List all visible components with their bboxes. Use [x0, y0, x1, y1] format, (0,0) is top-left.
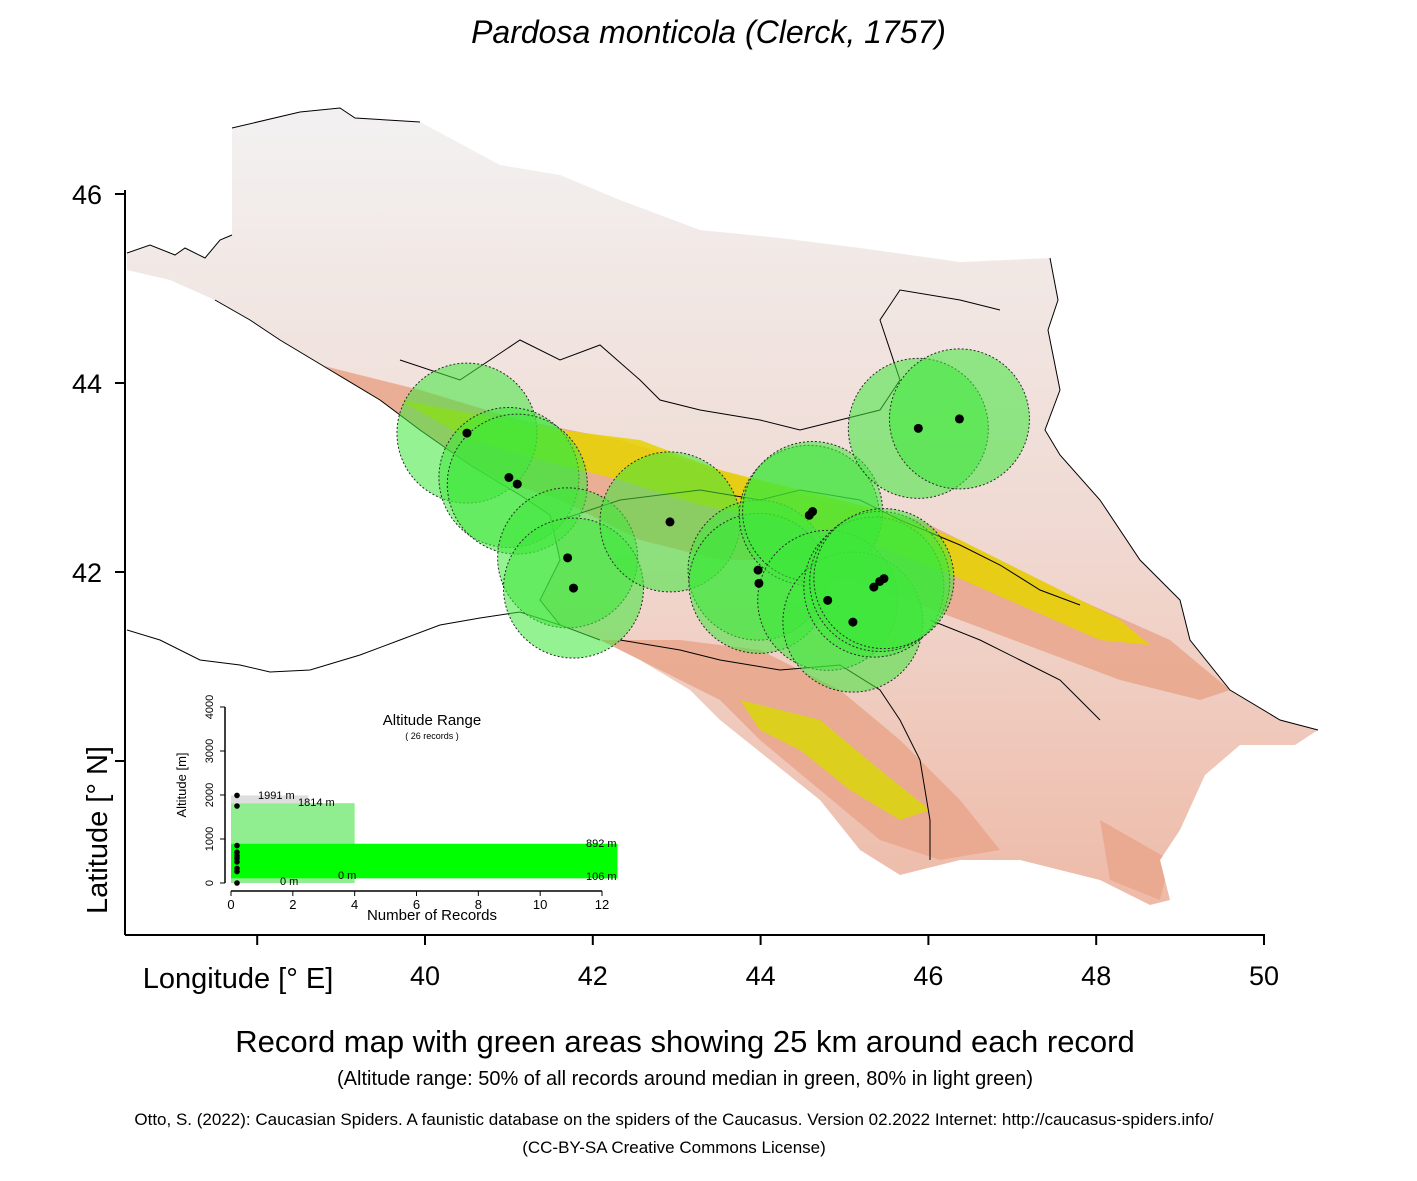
- y-tick-label: 42: [72, 558, 102, 588]
- inset-x-tick-label: 8: [475, 897, 482, 912]
- black-sea-south-coast: [126, 611, 561, 673]
- record-point[interactable]: [462, 428, 472, 438]
- inset-record-point: [234, 792, 240, 799]
- record-point[interactable]: [848, 617, 858, 627]
- y-tick-label: 46: [72, 180, 102, 210]
- x-tick-label: 46: [913, 961, 943, 991]
- y-ticks: 42 44 46: [72, 180, 125, 762]
- x-ticks: 40 42 44 46 48 50: [256, 935, 1279, 991]
- inset-y-ticks: 0 1000 2000 3000 4000: [204, 695, 225, 886]
- license-text: (CC-BY-SA Creative Commons License): [522, 1138, 826, 1157]
- inset-y-tick-label: 4000: [204, 695, 216, 719]
- greater-caucasus-ridge: [400, 400, 1150, 645]
- inset-y-tick-label: 2000: [204, 783, 216, 807]
- y-axis-label: Latitude [° N]: [82, 746, 114, 914]
- record-point[interactable]: [753, 565, 763, 575]
- inset-y-tick-label: 3000: [204, 739, 216, 763]
- inset-x-tick-label: 10: [533, 897, 547, 912]
- record-point[interactable]: [665, 517, 675, 527]
- record-point[interactable]: [563, 553, 573, 563]
- x-tick-label: 48: [1081, 961, 1111, 991]
- inset-record-point: [234, 865, 240, 872]
- label-max: 1991 m: [258, 790, 295, 802]
- record-point[interactable]: [913, 423, 923, 433]
- band-50-percent: [231, 843, 618, 879]
- label-min: 0 m: [280, 876, 298, 888]
- band-max: [231, 795, 309, 804]
- inset-record-points: [234, 792, 240, 886]
- label-p50-low: 106 m: [586, 871, 617, 883]
- citation-text: Otto, S. (2022): Caucasian Spiders. A fa…: [134, 1110, 1214, 1129]
- border-north: [399, 289, 1001, 431]
- record-point[interactable]: [879, 574, 889, 584]
- record-point[interactable]: [869, 582, 879, 592]
- inset-record-point: [234, 842, 240, 849]
- caspian-coast: [1044, 257, 1319, 731]
- inset-record-point: [234, 880, 240, 886]
- anatolian-highlands: [1100, 820, 1170, 900]
- record-point[interactable]: [504, 473, 514, 482]
- inset-y-label: Altitude [m]: [174, 752, 189, 817]
- label-p80-high: 1814 m: [298, 797, 335, 809]
- inset-y-tick-label: 1000: [204, 827, 216, 851]
- record-point[interactable]: [754, 578, 764, 588]
- record-point[interactable]: [954, 414, 964, 424]
- altitude-inset: Altitude Range ( 26 records ) 0 2 4 6 8 10 12 …: [172, 685, 637, 924]
- lesser-caucasus-highs: [740, 700, 930, 820]
- inset-x-tick-label: 12: [595, 897, 609, 912]
- inset-x-ticks: 0 2 4 6 8 10 12: [227, 891, 609, 912]
- inset-record-point: [234, 803, 240, 809]
- map-title: Pardosa monticola (Clerck, 1757): [471, 14, 946, 50]
- x-axis-label: Longitude [° E]: [143, 963, 334, 995]
- record-point[interactable]: [808, 507, 818, 517]
- border-azerbaijan: [929, 619, 1101, 721]
- label-p50-high: 892 m: [586, 838, 617, 850]
- map-caption: Record map with green areas showing 25 k…: [235, 1024, 1135, 1059]
- record-points: [462, 414, 964, 627]
- inset-title: Altitude Range: [383, 712, 481, 729]
- x-tick-label: 40: [410, 961, 440, 991]
- y-tick-label: 44: [72, 369, 102, 399]
- record-point[interactable]: [569, 583, 579, 593]
- record-point[interactable]: [823, 595, 833, 605]
- x-tick-label: 44: [746, 961, 776, 991]
- inset-x-tick-label: 0: [227, 897, 234, 912]
- inset-x-label: Number of Records: [367, 907, 497, 924]
- inset-subtitle: ( 26 records ): [405, 731, 459, 741]
- inset-x-tick-label: 6: [413, 897, 420, 912]
- inset-x-tick-label: 2: [289, 897, 296, 912]
- x-tick-label: 42: [578, 961, 608, 991]
- inset-y-tick-label: 0: [204, 880, 216, 886]
- record-point[interactable]: [512, 479, 522, 489]
- map-subcaption: (Altitude range: 50% of all records arou…: [337, 1068, 1033, 1090]
- label-p80-low: 0 m: [338, 870, 356, 882]
- inset-record-point: [234, 849, 240, 855]
- x-tick-label: 50: [1249, 961, 1279, 991]
- inset-x-tick-label: 4: [351, 897, 358, 912]
